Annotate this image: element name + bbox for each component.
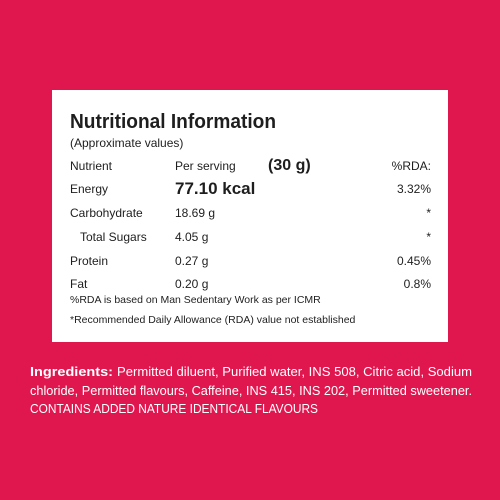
nutrition-box bbox=[52, 90, 448, 342]
rda: * bbox=[426, 206, 431, 220]
rda: 0.8% bbox=[404, 277, 432, 291]
amount: 0.27 g bbox=[175, 254, 208, 268]
nutrient: Carbohydrate bbox=[70, 206, 143, 220]
subtitle: (Approximate values) bbox=[70, 136, 183, 150]
header-cell: Nutrient bbox=[70, 159, 113, 173]
rda: 3.32% bbox=[397, 182, 431, 196]
rda: 0.45% bbox=[397, 254, 431, 268]
contains-note: CONTAINS ADDED NATURE IDENTICAL FLAVOURS bbox=[30, 401, 318, 416]
title: Nutritional Information bbox=[70, 111, 276, 133]
ingredients-label: Ingredients: bbox=[30, 364, 113, 379]
rda: * bbox=[426, 230, 431, 244]
nutrient: Total Sugars bbox=[80, 230, 147, 244]
ingredients-text: chloride, Permitted flavours, Caffeine, … bbox=[30, 383, 472, 398]
amount: 77.10 kcal bbox=[175, 179, 255, 198]
header-cell: %RDA: bbox=[392, 159, 431, 173]
nutrient: Protein bbox=[70, 254, 108, 268]
footnote: *Recommended Daily Allowance (RDA) value… bbox=[70, 314, 356, 326]
nutrient: Fat bbox=[70, 277, 88, 291]
header-cell: (30 g) bbox=[268, 157, 311, 174]
amount: 4.05 g bbox=[175, 230, 208, 244]
header-cell: Per serving bbox=[175, 159, 236, 173]
ingredients-text: Permitted diluent, Purified water, INS 5… bbox=[117, 364, 472, 379]
nutrient: Energy bbox=[70, 182, 108, 196]
footnote: %RDA is based on Man Sedentary Work as p… bbox=[70, 294, 321, 306]
amount: 0.20 g bbox=[175, 277, 208, 291]
amount: 18.69 g bbox=[175, 206, 215, 220]
